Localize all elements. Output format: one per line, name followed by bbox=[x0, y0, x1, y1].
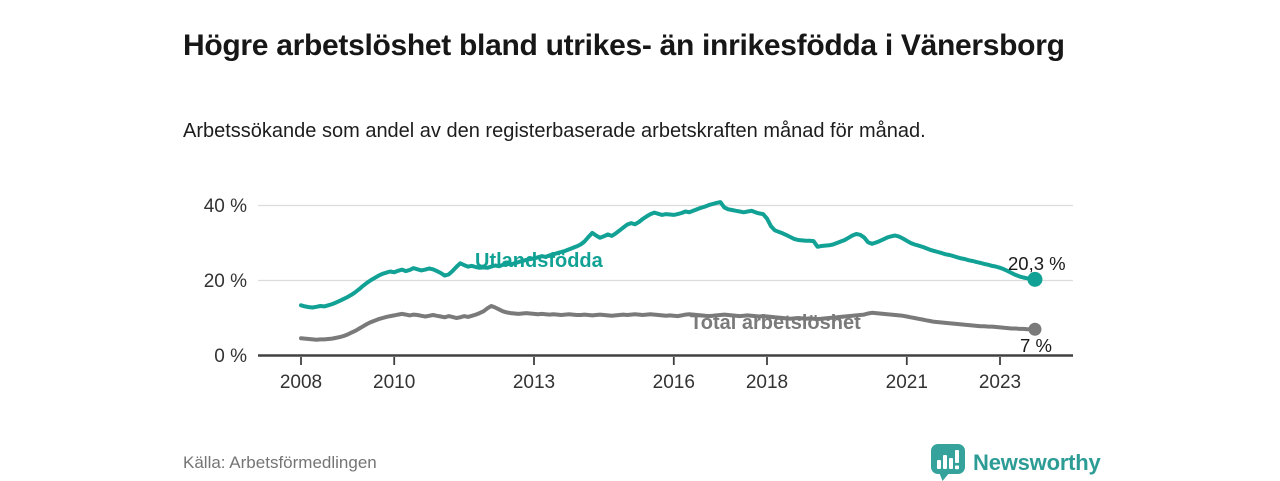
chart-subtitle: Arbetssökande som andel av den registerb… bbox=[183, 120, 926, 142]
series-end-dot-1 bbox=[1028, 322, 1042, 336]
newsworthy-logo-icon bbox=[931, 444, 965, 481]
brand-wordmark: Newsworthy bbox=[973, 450, 1101, 475]
x-axis-label-2018: 2018 bbox=[746, 372, 788, 393]
series-end-value-0: 20,3 % bbox=[1008, 253, 1066, 274]
y-axis-label-20: 20 % bbox=[204, 271, 247, 292]
x-axis-label-2016: 2016 bbox=[653, 372, 695, 393]
x-axis-label-2008: 2008 bbox=[280, 372, 322, 393]
x-axis-label-2023: 2023 bbox=[979, 372, 1021, 393]
source-note: Källa: Arbetsförmedlingen bbox=[183, 453, 377, 472]
series-line-0 bbox=[299, 200, 1037, 310]
y-axis-label-40: 40 % bbox=[204, 196, 247, 217]
series-end-value-1: 7 % bbox=[1020, 335, 1052, 356]
y-axis-label-0: 0 % bbox=[214, 346, 247, 367]
x-axis-label-2010: 2010 bbox=[373, 372, 415, 393]
series-label-1: Total arbetslöshet bbox=[690, 312, 861, 334]
series-end-dot-0 bbox=[1027, 271, 1043, 287]
x-axis-label-2013: 2013 bbox=[513, 372, 555, 393]
page-title: Högre arbetslöshet bland utrikes- än inr… bbox=[183, 29, 1065, 63]
series-label-0: Utlandsfödda bbox=[475, 250, 604, 272]
x-axis-label-2021: 2021 bbox=[886, 372, 928, 393]
series-line-1 bbox=[299, 304, 1037, 342]
